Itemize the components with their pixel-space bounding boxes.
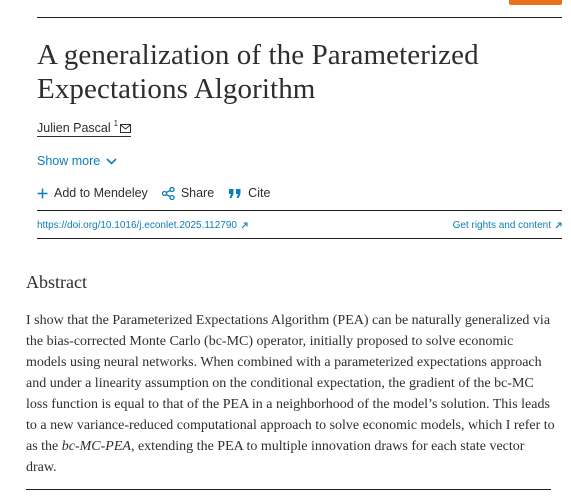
article-title: A generalization of the Parameterized Ex… (37, 39, 479, 105)
cite-label: Cite (248, 186, 271, 200)
article-actions: Add to Mendeley Share Cite (37, 186, 284, 200)
show-more-button[interactable]: Show more (37, 154, 117, 168)
external-link-icon (241, 222, 248, 229)
show-more-label: Show more (37, 154, 101, 168)
chevron-down-icon (106, 157, 117, 165)
share-button[interactable]: Share (161, 186, 215, 200)
abstract-text-main: I show that the Parameterized Expectatio… (26, 313, 555, 454)
author-row: Julien Pascal 1 (37, 119, 132, 139)
rights-text: Get rights and content (452, 220, 551, 231)
doi-row: https://doi.org/10.1016/j.econlet.2025.1… (37, 220, 562, 231)
doi-link[interactable]: https://doi.org/10.1016/j.econlet.2025.1… (37, 220, 248, 231)
doi-text: https://doi.org/10.1016/j.econlet.2025.1… (37, 220, 237, 231)
abstract-heading: Abstract (26, 272, 87, 292)
add-to-mendeley-label: Add to Mendeley (54, 186, 148, 200)
mail-icon (120, 124, 132, 133)
doi-divider-bottom (37, 238, 562, 239)
section-divider (26, 489, 551, 490)
header-divider (37, 17, 562, 18)
plus-icon (37, 188, 48, 198)
share-icon (161, 186, 175, 200)
share-label: Share (180, 186, 215, 200)
rights-link[interactable]: Get rights and content (453, 220, 562, 231)
cite-button[interactable]: Cite (228, 186, 270, 200)
author-link[interactable]: Julien Pascal 1 (37, 119, 132, 137)
brand-tab (509, 0, 562, 5)
author-name: Julien Pascal (37, 121, 111, 135)
abstract-text-end: , extending the PEA to multiple innovati… (26, 439, 525, 475)
external-link-icon (555, 222, 562, 229)
doi-divider-top (37, 210, 562, 211)
abstract-emphasis: bc-MC-PEA (61, 439, 131, 454)
add-to-mendeley-button[interactable]: Add to Mendeley (37, 186, 148, 200)
quote-icon (229, 188, 241, 198)
abstract-text: I show that the Parameterized Expectatio… (26, 310, 556, 478)
affiliation-ref: 1 (113, 119, 119, 128)
